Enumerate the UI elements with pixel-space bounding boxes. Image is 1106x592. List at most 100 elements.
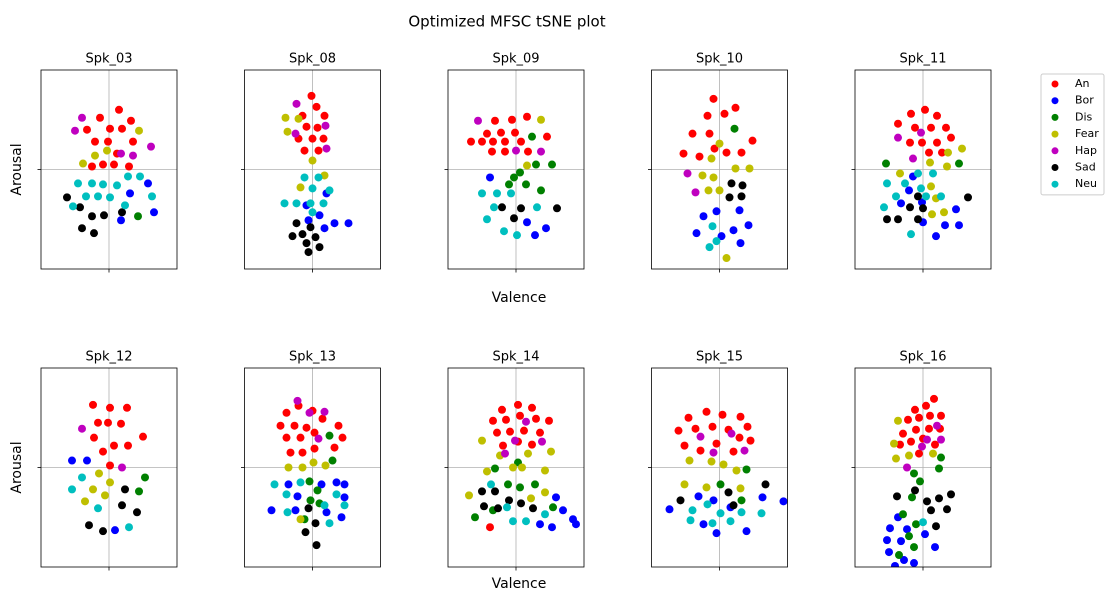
point	[296, 478, 305, 487]
point	[892, 192, 900, 201]
point	[737, 508, 746, 517]
point	[559, 506, 567, 515]
point	[712, 439, 721, 448]
point	[300, 146, 309, 155]
point	[306, 223, 315, 232]
point	[99, 527, 107, 536]
point	[922, 401, 930, 410]
point	[125, 162, 133, 171]
point	[942, 123, 950, 132]
point	[705, 129, 714, 138]
point	[118, 463, 126, 472]
point	[123, 403, 131, 412]
point	[761, 480, 770, 489]
point	[897, 537, 905, 546]
point	[740, 446, 749, 455]
point	[88, 179, 96, 188]
point	[943, 505, 951, 514]
point	[537, 186, 545, 195]
point	[742, 527, 751, 536]
point	[944, 148, 952, 157]
point	[124, 172, 132, 181]
point	[144, 179, 152, 188]
point	[494, 504, 502, 513]
axes-frame	[447, 69, 585, 270]
point	[121, 485, 129, 494]
point	[74, 179, 82, 188]
axes-frame	[651, 367, 788, 568]
point	[322, 508, 331, 517]
point	[724, 488, 733, 497]
point	[148, 192, 156, 201]
axes-frame	[244, 367, 381, 568]
point	[104, 418, 112, 427]
point	[471, 513, 479, 522]
point	[676, 496, 685, 505]
legend-marker	[1051, 164, 1059, 171]
point	[117, 216, 125, 225]
point	[304, 504, 313, 513]
point	[933, 421, 941, 430]
point	[932, 522, 940, 531]
point	[103, 146, 111, 155]
point	[305, 477, 314, 486]
point	[703, 500, 712, 509]
point	[937, 453, 945, 462]
point	[937, 192, 945, 201]
point	[533, 203, 541, 212]
point	[478, 137, 486, 146]
point	[911, 405, 919, 414]
point	[286, 448, 295, 457]
x-axis-label: Valence	[492, 290, 547, 306]
point	[679, 149, 688, 158]
point	[698, 171, 707, 180]
point	[692, 229, 701, 238]
point	[883, 536, 891, 545]
point	[104, 137, 112, 146]
legend-label: Neu	[1075, 177, 1097, 190]
plot-area	[665, 407, 788, 538]
point	[712, 207, 721, 216]
point	[914, 192, 922, 201]
point	[674, 426, 683, 435]
point	[292, 219, 301, 228]
point	[729, 226, 738, 235]
point	[513, 231, 521, 240]
point	[900, 556, 908, 565]
point	[487, 480, 495, 489]
point	[328, 456, 337, 465]
axes-frame	[40, 367, 178, 568]
point	[731, 164, 740, 173]
point	[505, 496, 513, 505]
point	[880, 203, 888, 212]
point	[309, 458, 318, 467]
point	[106, 403, 114, 412]
point	[511, 436, 519, 445]
plot-area	[679, 94, 757, 263]
point	[910, 559, 918, 567]
y-axis-label: Arousal	[9, 143, 25, 195]
point	[729, 447, 738, 456]
point	[101, 491, 109, 500]
point	[96, 113, 104, 122]
point	[947, 490, 955, 499]
point	[941, 221, 949, 230]
point	[729, 501, 738, 510]
point	[483, 129, 491, 138]
point	[121, 201, 129, 210]
point	[344, 219, 353, 228]
point	[292, 199, 301, 208]
point	[927, 182, 935, 191]
point	[298, 230, 307, 239]
point	[722, 148, 731, 157]
point	[906, 138, 914, 147]
legend-marker	[1051, 97, 1059, 105]
point	[133, 508, 141, 517]
point	[709, 448, 718, 457]
point	[903, 463, 911, 472]
point	[745, 164, 754, 173]
point	[688, 129, 697, 138]
point	[901, 179, 909, 188]
point	[748, 136, 757, 145]
subplot-title: Spk_15	[696, 350, 743, 365]
